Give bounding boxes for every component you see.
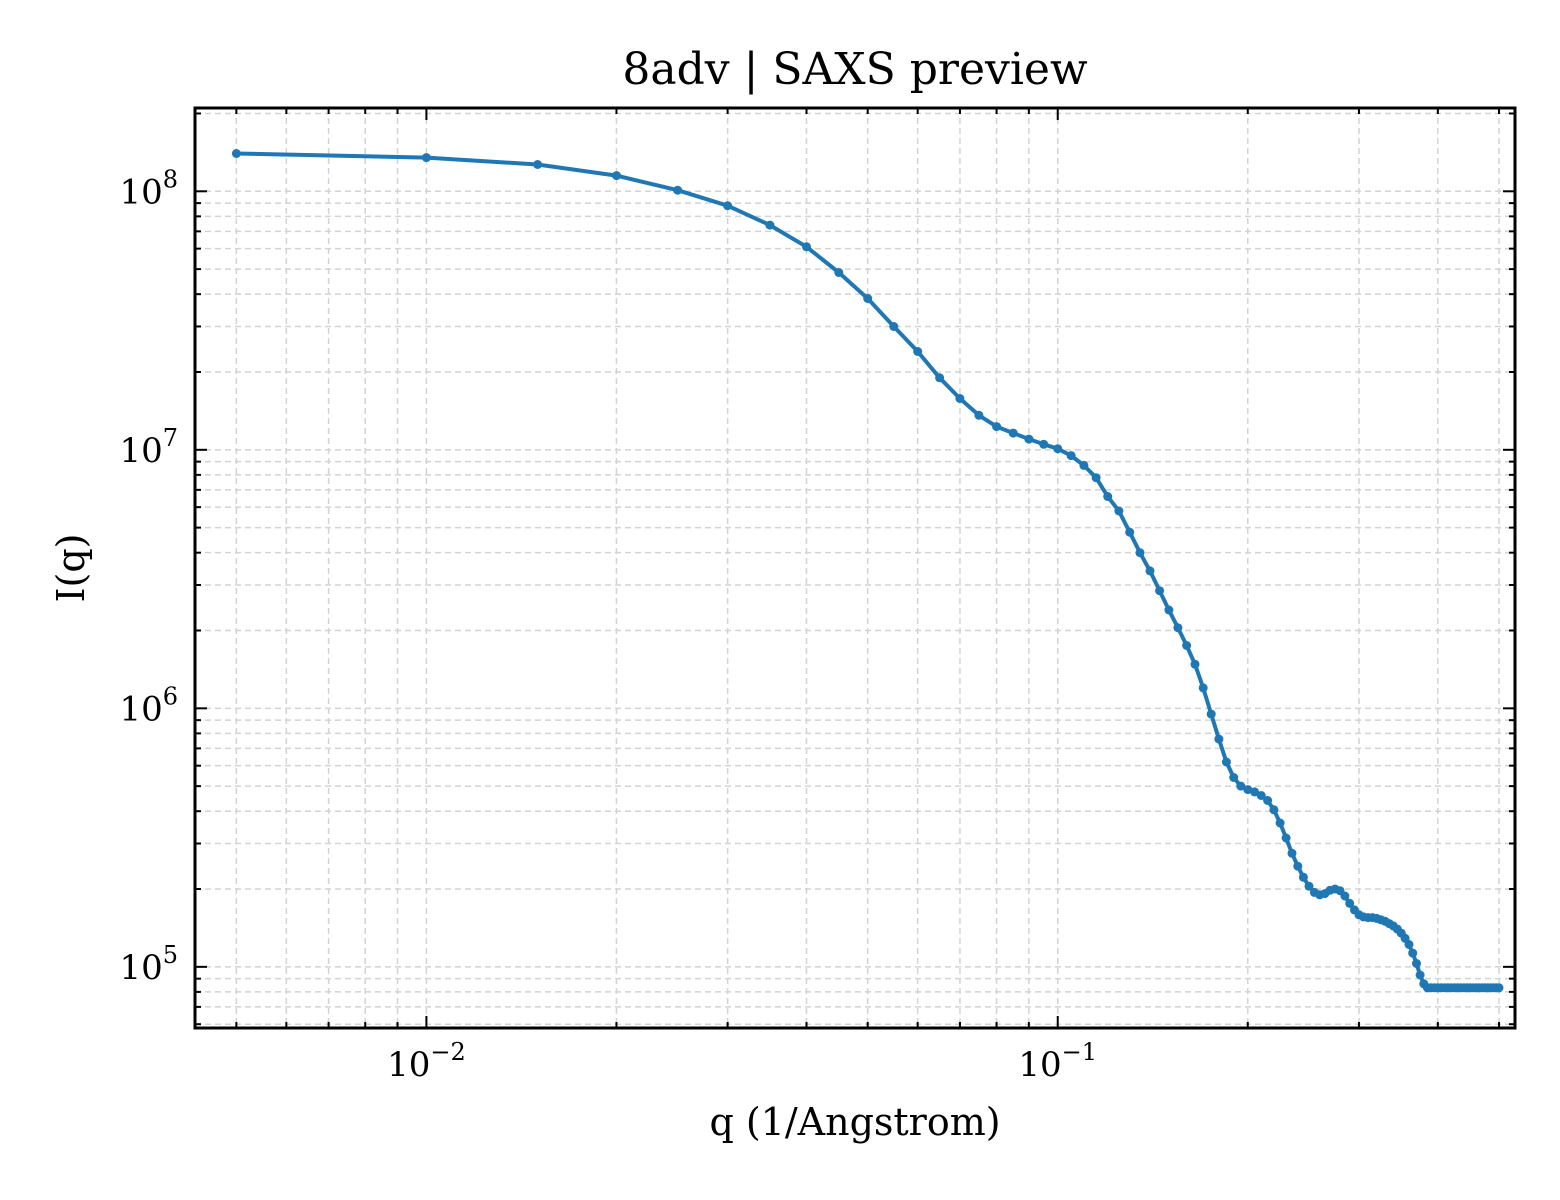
x-tick-label: 10−1 — [1018, 1038, 1097, 1085]
x-axis-label: q (1/Angstrom) — [709, 1100, 1000, 1144]
data-point — [1229, 773, 1239, 782]
data-point — [1408, 948, 1418, 958]
data-point — [1039, 439, 1049, 449]
data-point — [1190, 659, 1200, 669]
data-point — [1415, 970, 1425, 980]
data-point — [1275, 818, 1285, 828]
data-point — [1135, 548, 1145, 558]
data-series — [231, 149, 1504, 993]
data-point — [1340, 891, 1350, 901]
data-point — [1221, 757, 1231, 767]
data-point — [992, 422, 1002, 432]
data-point — [1198, 683, 1208, 693]
data-point — [1412, 959, 1421, 968]
data-point — [1250, 787, 1260, 797]
y-tick-label: 106 — [119, 682, 178, 729]
data-point — [1293, 861, 1303, 871]
data-point — [1114, 506, 1124, 516]
data-point — [1287, 848, 1297, 858]
data-point — [231, 149, 241, 158]
data-point — [1298, 872, 1308, 882]
y-axis-label: I(q) — [49, 534, 93, 603]
data-point — [612, 171, 621, 181]
data-point — [1404, 940, 1414, 949]
data-point — [1155, 586, 1165, 596]
y-tick-label: 107 — [119, 424, 178, 471]
data-point — [1304, 881, 1314, 891]
data-point — [1145, 566, 1155, 576]
data-point — [723, 201, 733, 211]
data-point — [955, 394, 965, 403]
data-point — [1263, 796, 1273, 805]
data-point — [1494, 983, 1504, 993]
data-point — [533, 160, 543, 169]
data-point — [1243, 785, 1253, 795]
data-point — [1066, 451, 1076, 461]
grid — [195, 108, 1515, 1028]
data-point — [1173, 623, 1183, 633]
y-tick-label: 108 — [119, 165, 178, 212]
data-point — [913, 347, 923, 356]
data-point — [802, 242, 811, 252]
data-point — [1103, 492, 1113, 501]
data-point — [1164, 605, 1174, 615]
data-point — [673, 185, 683, 195]
data-point — [1206, 709, 1216, 719]
data-point — [1182, 641, 1192, 650]
data-point — [1079, 460, 1089, 470]
data-point — [1008, 428, 1018, 438]
data-point — [889, 322, 899, 331]
data-point — [834, 268, 844, 277]
data-point — [1236, 781, 1246, 791]
y-tick-label: 105 — [119, 941, 178, 988]
data-point — [1269, 805, 1279, 815]
data-point — [1125, 527, 1135, 537]
data-point — [1091, 473, 1101, 483]
data-point — [1281, 833, 1291, 843]
data-point — [1024, 434, 1034, 444]
data-point — [765, 220, 775, 230]
x-tick-label: 10−2 — [387, 1038, 466, 1085]
ticks: 10−2 10−1 105 106 107 108 — [119, 108, 1515, 1085]
data-point — [935, 373, 945, 383]
data-point — [1256, 791, 1266, 800]
data-point — [1345, 898, 1355, 908]
data-point — [974, 410, 984, 420]
data-point — [863, 294, 873, 303]
plot-frame — [193, 106, 1517, 1030]
data-point — [1214, 734, 1224, 744]
chart-title: 8adv | SAXS preview — [622, 44, 1088, 95]
data-point — [421, 153, 431, 163]
data-point — [1053, 444, 1063, 454]
